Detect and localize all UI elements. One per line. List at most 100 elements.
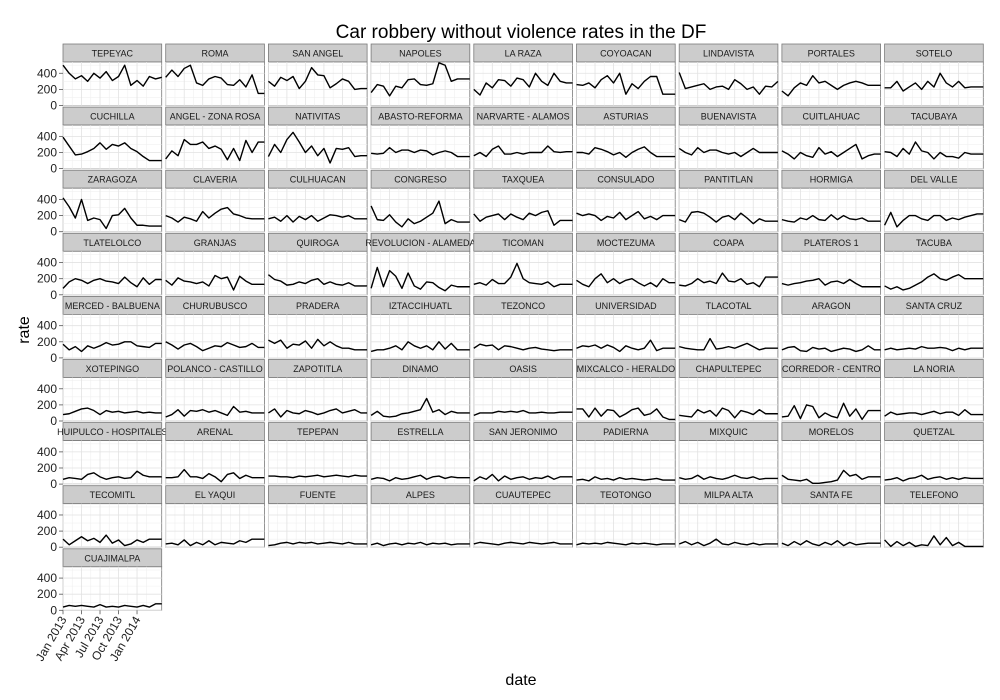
series-line-sotelo (884, 72, 984, 92)
panel-background (370, 503, 471, 548)
facet-label-tezonco: TEZONCO (501, 301, 545, 311)
facet-label-cuajimalpa: CUAJIMALPA (84, 553, 140, 563)
panel-background (370, 187, 471, 233)
panel-background (267, 440, 368, 485)
panel-background (678, 313, 779, 359)
panel-background (62, 250, 163, 296)
facet-panel: NAPOLES (370, 43, 471, 106)
facet-label-buenavista: BUENAVISTA (701, 112, 757, 122)
y-tick-label: 0 (50, 225, 57, 239)
y-tick-label: 400 (37, 319, 57, 333)
panel-background (781, 250, 882, 296)
series-line-arenal (165, 468, 265, 483)
facet-panel: ARAGON (781, 295, 882, 359)
facet-panel: CONGRESO (370, 169, 471, 233)
y-tick-label: 0 (50, 99, 57, 113)
facet-label-polanco-castillo: POLANCO - CASTILLO (167, 364, 263, 374)
facet-panel: TEPEPAN (267, 422, 368, 485)
facet-panel: SAN ANGEL (267, 43, 368, 106)
facet-panel: BUENAVISTA (678, 106, 779, 170)
facet-label-cuchilla: CUCHILLA (90, 112, 135, 122)
series-line-congreso (370, 200, 470, 228)
y-tick-label: 400 (37, 129, 57, 143)
facet-label-san-jeronimo: SAN JERONIMO (489, 427, 558, 437)
panel-background (884, 61, 984, 106)
facet-label-churubusco: CHURUBUSCO (183, 301, 248, 311)
series-line-granjas (165, 274, 265, 291)
facet-panel: COAPA (678, 232, 779, 296)
facet-panel: GRANJAS (165, 232, 265, 296)
facet-panel: MORELOS (781, 422, 882, 485)
panel-background (473, 187, 573, 233)
facet-label-napoles: NAPOLES (399, 49, 442, 59)
y-tick-label: 0 (50, 603, 57, 617)
panel-background (267, 250, 368, 296)
facet-panel: UNIVERSIDAD (576, 295, 676, 359)
series-line-napoles (370, 62, 470, 97)
panel-background (678, 124, 779, 169)
series-line-roma (165, 64, 265, 95)
facet-panel: PORTALES (781, 43, 882, 106)
facet-label-dinamo: DINAMO (402, 364, 438, 374)
facet-label-oasis: OASIS (509, 364, 537, 374)
facet-panel: HUIPULCO - HOSPITALES (57, 422, 168, 485)
facet-label-milpa-alta: MILPA ALTA (704, 490, 753, 500)
y-tick-label: 200 (37, 587, 57, 601)
facet-panel: IZTACCIHUATL (370, 295, 471, 359)
panel-background (884, 503, 984, 548)
facet-label-ticoman: TICOMAN (502, 238, 544, 248)
facet-panel: TACUBAYA (884, 106, 984, 170)
y-tick-label: 400 (37, 66, 57, 80)
series-line-nativitas (267, 131, 368, 164)
y-tick-label: 200 (37, 461, 57, 475)
facet-panel: NATIVITAS (267, 106, 368, 170)
facet-panel: POLANCO - CASTILLO (165, 359, 265, 422)
facet-panel: CORREDOR - CENTRO (781, 359, 882, 422)
series-line-universidad (576, 339, 676, 353)
series-line-san-angel (267, 66, 368, 91)
series-line-tlatelolco (62, 276, 162, 289)
series-line-churubusco (165, 341, 265, 352)
facet-panel: TACUBA (884, 232, 984, 296)
panel-background (267, 187, 368, 233)
panel-background (678, 187, 779, 233)
facet-panel: NARVARTE - ALAMOS (473, 106, 573, 170)
panel-background (781, 187, 882, 233)
series-line-la-raza (473, 72, 573, 96)
facet-panel: CUITLAHUAC (781, 106, 882, 170)
facet-label-santa-fe: SANTA FE (810, 490, 853, 500)
series-line-del-valle (883, 211, 984, 228)
facet-label-chapultepec: CHAPULTEPEC (696, 364, 762, 374)
facet-panel: DEL VALLE (883, 169, 984, 233)
facet-panel: ASTURIAS (576, 106, 676, 170)
series-line-portales (781, 74, 881, 97)
facet-label-xotepingo: XOTEPINGO (86, 364, 140, 374)
facet-label-fuente: FUENTE (300, 490, 336, 500)
series-line-claveria (165, 206, 265, 223)
y-tick-label: 400 (37, 445, 57, 459)
y-tick-label: 400 (37, 256, 57, 270)
facet-label-consulado: CONSULADO (597, 175, 654, 185)
facet-label-alpes: ALPES (406, 490, 435, 500)
panel-background (473, 313, 573, 359)
facet-panel: CUAJIMALPA (62, 548, 163, 611)
facet-label-huipulco-hospitales: HUIPULCO - HOSPITALES (57, 427, 167, 437)
facet-label-sotelo: SOTELO (916, 49, 953, 59)
facet-label-congreso: CONGRESO (394, 175, 447, 185)
series-line-chapultepec (679, 407, 778, 419)
series-line-pradera (268, 338, 368, 351)
panel-background (62, 313, 163, 359)
series-line-el-yaqui (165, 538, 265, 547)
series-line-culhuacan (268, 214, 368, 223)
facet-panel: PRADERA (267, 295, 368, 359)
facet-panel: SAN JERONIMO (473, 422, 573, 485)
facet-label-el-yaqui: EL YAQUI (195, 490, 235, 500)
facet-label-merced-balbuena: MERCED - BALBUENA (65, 301, 160, 311)
facet-panel: FUENTE (267, 485, 368, 548)
facet-label-tacubaya: TACUBAYA (911, 112, 958, 122)
series-line-morelos (781, 469, 881, 484)
y-tick-label: 0 (50, 414, 57, 428)
panel-grid: TEPEYAC ROMA SAN ANGEL NAPOLES LA RAZA COYOAC… (57, 43, 984, 611)
facet-label-portales: PORTALES (808, 49, 855, 59)
y-tick-label: 200 (37, 524, 57, 538)
